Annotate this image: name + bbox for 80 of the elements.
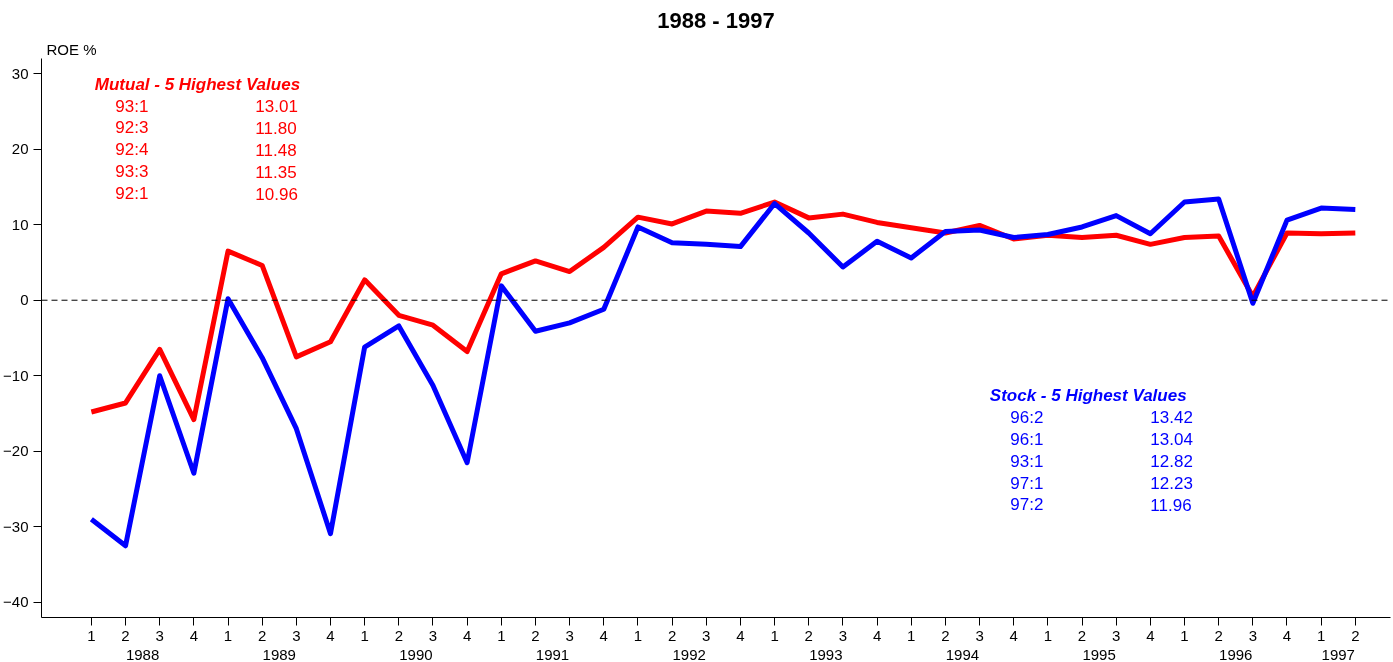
annotation: 93:3: [115, 162, 149, 182]
x-tick-label: 1: [497, 626, 506, 644]
annotation: 93:1: [115, 96, 149, 116]
annotation: 97:1: [1010, 473, 1044, 493]
x-tick-label: 4: [599, 626, 608, 644]
x-tick-label: 3: [292, 626, 301, 644]
text: 1991: [535, 645, 570, 662]
x-tick-label: 1: [1043, 626, 1053, 644]
x-tick-label: 1: [87, 626, 96, 644]
x-tick-label: 3: [975, 626, 984, 644]
x-tick-label: 4: [872, 626, 882, 644]
x-tick-label: 1: [907, 626, 916, 644]
annotation: Stock - 5 Highest Values: [989, 385, 1187, 405]
x-tick-label: 3: [155, 626, 164, 644]
y-axis-title: ROE %: [46, 40, 97, 58]
x-tick-label: 3: [1112, 626, 1121, 644]
annotation: 11.48: [255, 140, 297, 160]
chart-title: 1988 - 1997: [657, 7, 775, 33]
x-tick-label: 2: [531, 626, 540, 644]
x-tick-label: 4: [462, 626, 472, 644]
y-tick-label: 0: [20, 291, 29, 309]
annotation: 10.96: [255, 184, 298, 204]
x-tick-label: 1: [223, 626, 233, 644]
annotation: 92:1: [115, 184, 149, 204]
x-tick-label: 3: [428, 626, 438, 644]
x-tick-label: 2: [804, 626, 813, 644]
annotation: 12.82: [1150, 452, 1193, 472]
annotation: 11.35: [255, 162, 297, 182]
annotation: 11.80: [255, 119, 297, 138]
x-tick-label: 2: [667, 626, 677, 644]
y-tick-label: −40: [3, 593, 29, 611]
x-tick-label: 1: [633, 626, 643, 644]
x-tick-label: 2: [258, 626, 267, 644]
x-tick-label: 3: [702, 626, 711, 644]
x-tick-label: 4: [326, 626, 335, 644]
x-tick-label: 2: [394, 626, 403, 644]
x-tick-label: 3: [838, 626, 848, 644]
text: 1990: [399, 645, 433, 662]
text: 1997: [1321, 645, 1355, 662]
x-tick-label: 2: [121, 626, 130, 644]
annotation: 11.96: [1150, 495, 1192, 515]
x-tick-label: 4: [1282, 626, 1292, 644]
text: 1996: [1219, 645, 1253, 662]
text: 1988: [125, 645, 160, 662]
text: 1993: [809, 645, 843, 662]
annotation: 13.04: [1150, 430, 1193, 450]
x-tick-label: 1: [770, 626, 779, 644]
y-tick-label: 20: [11, 140, 29, 158]
annotation: 92:3: [115, 118, 149, 138]
x-tick-label: 3: [1248, 626, 1258, 644]
text: 1989: [262, 645, 296, 662]
x-tick-label: 2: [1077, 626, 1087, 644]
annotation: 12.23: [1150, 474, 1193, 494]
y-tick-label: 30: [11, 64, 29, 82]
x-tick-label: 2: [1214, 626, 1223, 644]
x-tick-label: 2: [941, 626, 950, 644]
annotation: 13.01: [255, 97, 298, 117]
annotation: 96:1: [1010, 429, 1044, 449]
x-tick-label: 4: [736, 626, 745, 644]
x-tick-label: 1: [1316, 626, 1326, 644]
y-tick-label: −30: [3, 517, 29, 535]
y-tick-label: −20: [3, 442, 29, 460]
annotation: 96:2: [1010, 407, 1044, 427]
x-tick-label: 1: [1180, 626, 1189, 644]
annotation: Mutual - 5 Highest Values: [94, 74, 301, 94]
y-tick-label: 10: [11, 215, 29, 233]
annotation: 93:1: [1010, 451, 1044, 471]
x-tick-label: 3: [565, 626, 574, 644]
annotation: 92:4: [115, 140, 149, 160]
x-tick-label: 4: [1146, 626, 1155, 644]
text: 1995: [1082, 645, 1116, 662]
x-tick-label: 4: [1009, 626, 1018, 644]
x-tick-label: 2: [1351, 626, 1360, 644]
x-tick-label: 4: [189, 626, 199, 644]
annotation: 97:2: [1010, 495, 1044, 515]
x-tick-label: 1: [360, 626, 369, 644]
text: 1994: [945, 645, 980, 662]
annotation: 13.42: [1150, 408, 1193, 428]
text: 1992: [672, 645, 706, 662]
y-tick-label: −10: [3, 366, 29, 384]
